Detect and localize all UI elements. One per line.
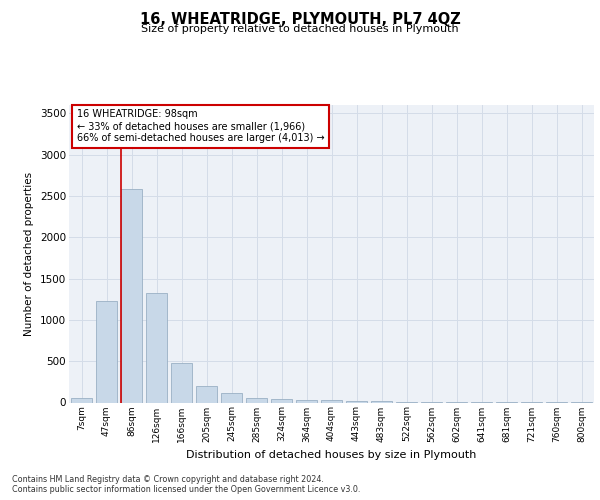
Bar	[96, 301, 117, 402]
Bar	[221, 393, 242, 402]
Text: Contains HM Land Registry data © Crown copyright and database right 2024.
Contai: Contains HM Land Registry data © Crown c…	[12, 474, 361, 494]
Bar	[296, 400, 317, 402]
Bar	[121, 190, 142, 402]
Bar	[246, 398, 267, 402]
X-axis label: Distribution of detached houses by size in Plymouth: Distribution of detached houses by size …	[187, 450, 476, 460]
Y-axis label: Number of detached properties: Number of detached properties	[25, 172, 34, 336]
Bar	[196, 386, 217, 402]
Text: Size of property relative to detached houses in Plymouth: Size of property relative to detached ho…	[141, 24, 459, 34]
Bar	[146, 292, 167, 403]
Bar	[71, 398, 92, 402]
Bar	[346, 401, 367, 402]
Text: 16, WHEATRIDGE, PLYMOUTH, PL7 4QZ: 16, WHEATRIDGE, PLYMOUTH, PL7 4QZ	[140, 12, 460, 28]
Bar	[321, 400, 342, 402]
Text: 16 WHEATRIDGE: 98sqm
← 33% of detached houses are smaller (1,966)
66% of semi-de: 16 WHEATRIDGE: 98sqm ← 33% of detached h…	[77, 110, 325, 142]
Bar	[171, 363, 192, 403]
Bar	[271, 399, 292, 402]
